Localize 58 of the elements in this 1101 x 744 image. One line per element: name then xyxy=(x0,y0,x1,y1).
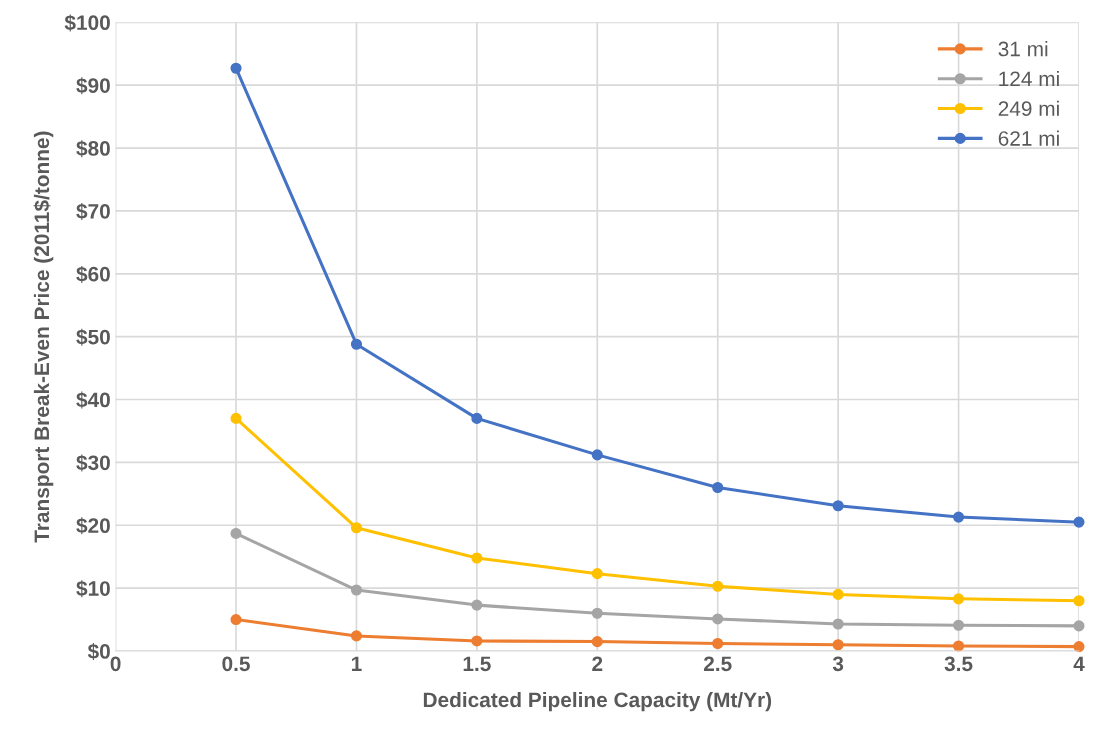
point xyxy=(1073,620,1085,632)
legend-label: 124 mi xyxy=(999,70,1059,86)
x-tick-label: 2.5 xyxy=(703,656,732,672)
x-tick-label: 3.5 xyxy=(944,656,973,672)
y-tick-label: $70 xyxy=(76,203,110,221)
point xyxy=(230,412,242,424)
point xyxy=(471,599,483,611)
y-axis-title: Transport Break-Even Price (2011$/tonne) xyxy=(33,131,54,543)
point xyxy=(1073,641,1085,653)
point xyxy=(591,607,603,619)
x-tick-label: 0 xyxy=(110,656,121,672)
legend-label: 621 mi xyxy=(998,130,1059,146)
point xyxy=(471,552,483,564)
y-tick-label: $30 xyxy=(76,454,110,472)
point xyxy=(712,580,724,592)
point xyxy=(953,511,965,523)
point xyxy=(350,630,363,642)
point xyxy=(591,449,603,461)
point xyxy=(953,593,965,605)
y-tick-label: $60 xyxy=(76,265,110,283)
point xyxy=(230,614,242,626)
legend-label: 249 mi xyxy=(998,100,1059,117)
y-tick-label: $100 xyxy=(64,14,110,32)
point xyxy=(712,481,724,494)
y-tick-label: $10 xyxy=(76,580,110,598)
point xyxy=(350,584,363,596)
x-tick-label: 4 xyxy=(1073,656,1085,671)
x-axis-title: Dedicated Pipeline Capacity (Mt/Yr) xyxy=(423,691,772,712)
x-tick-label: 2 xyxy=(592,656,603,671)
y-tick-label: $50 xyxy=(76,328,110,346)
point xyxy=(832,500,844,512)
point xyxy=(591,568,603,580)
point xyxy=(953,619,965,631)
legend-label: 31 mi xyxy=(998,41,1048,57)
y-tick-label: $40 xyxy=(76,391,110,409)
y-tick-label: $0 xyxy=(87,643,110,661)
y-tick-label: $90 xyxy=(76,77,110,95)
point xyxy=(1073,516,1085,528)
point xyxy=(591,636,603,648)
point xyxy=(471,412,483,424)
point xyxy=(350,338,363,350)
y-tick-label: $20 xyxy=(76,517,110,535)
point xyxy=(1073,595,1085,607)
point xyxy=(832,639,844,651)
x-tick-label: 3 xyxy=(832,656,844,672)
y-tick-label: $80 xyxy=(76,140,110,158)
point xyxy=(230,527,242,539)
point xyxy=(350,522,363,534)
point xyxy=(832,588,844,600)
point xyxy=(712,637,724,650)
point xyxy=(712,613,724,625)
x-tick-label: 1.5 xyxy=(463,656,491,672)
point xyxy=(471,635,483,647)
point xyxy=(953,640,965,652)
point xyxy=(230,62,242,74)
point xyxy=(832,618,844,630)
x-tick-label: 0.5 xyxy=(222,656,250,672)
x-tick-label: 1 xyxy=(351,656,362,671)
